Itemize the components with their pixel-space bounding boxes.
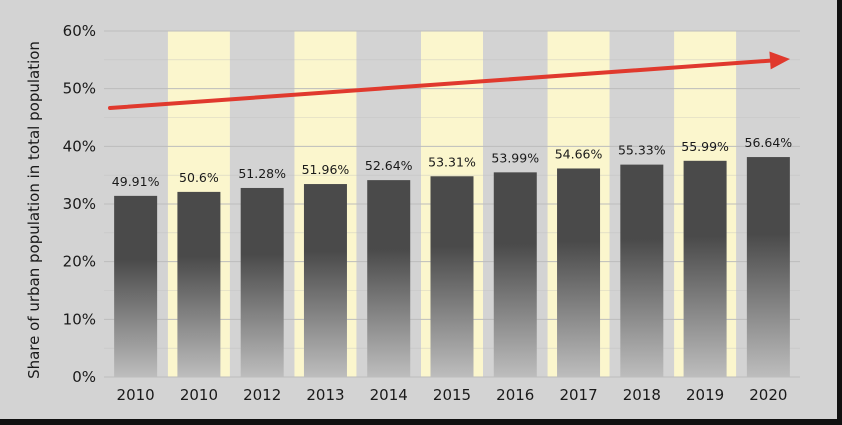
bar <box>557 168 601 377</box>
x-category-label: 2010 <box>117 386 155 404</box>
data-labels: 49.91% 50.6% 51.28% 51.96% 52.64% 53.31% 53.99… <box>112 135 793 189</box>
trend-arrow <box>108 51 790 110</box>
data-label: 51.96% <box>302 162 350 177</box>
x-category-label: 2013 <box>306 386 344 404</box>
data-label: 55.99% <box>681 139 729 154</box>
x-category-label: 2020 <box>749 386 787 404</box>
y-tick-label: 40% <box>63 137 96 155</box>
y-tick-label: 60% <box>63 22 96 40</box>
y-axis-ticks: 0% 10% 20% 30% 40% 50% 60% <box>63 22 96 386</box>
data-label: 52.64% <box>365 158 413 173</box>
bar <box>367 180 411 377</box>
bars <box>114 157 790 377</box>
data-label: 49.91% <box>112 174 160 189</box>
x-category-label: 2018 <box>623 386 661 404</box>
y-tick-label: 50% <box>63 80 96 98</box>
trend-arrow-line <box>108 58 778 110</box>
bar <box>240 187 284 377</box>
data-label: 51.28% <box>238 166 286 181</box>
bar <box>303 184 347 377</box>
bar <box>620 164 664 377</box>
x-category-label: 2012 <box>243 386 281 404</box>
x-category-label: 2010 <box>180 386 218 404</box>
x-category-label: 2019 <box>686 386 724 404</box>
data-label: 56.64% <box>745 135 793 150</box>
x-category-label: 2017 <box>559 386 597 404</box>
x-category-label: 2016 <box>496 386 534 404</box>
trend-arrow-head <box>769 51 790 70</box>
data-label: 50.6% <box>179 170 219 185</box>
bar <box>114 195 158 377</box>
x-category-label: 2014 <box>370 386 408 404</box>
data-label: 54.66% <box>555 146 603 161</box>
bar <box>683 160 727 377</box>
bar <box>493 172 537 377</box>
x-axis-categories: 2010 2010 2012 2013 2014 2015 2016 2017 2018 2019… <box>117 386 788 404</box>
data-label: 53.99% <box>491 150 539 165</box>
y-tick-label: 0% <box>72 368 96 386</box>
y-tick-label: 20% <box>63 253 96 271</box>
x-category-label: 2015 <box>433 386 471 404</box>
y-tick-label: 10% <box>63 310 96 328</box>
bar <box>177 191 221 377</box>
bar <box>430 176 474 377</box>
data-label: 53.31% <box>428 154 476 169</box>
y-axis-title: Share of urban population in total popul… <box>25 41 43 379</box>
data-label: 55.33% <box>618 143 666 158</box>
bar <box>746 157 790 377</box>
y-tick-label: 30% <box>63 195 96 213</box>
